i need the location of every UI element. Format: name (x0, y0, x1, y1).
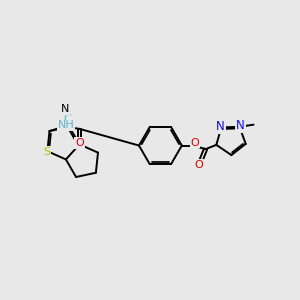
Text: S: S (43, 147, 50, 157)
Text: C: C (63, 114, 71, 124)
Text: O: O (195, 160, 203, 170)
Text: O: O (75, 138, 84, 148)
Text: N: N (216, 120, 225, 133)
Text: N: N (236, 119, 245, 132)
Text: N: N (61, 104, 70, 114)
Text: NH: NH (57, 120, 74, 130)
Text: O: O (190, 138, 199, 148)
